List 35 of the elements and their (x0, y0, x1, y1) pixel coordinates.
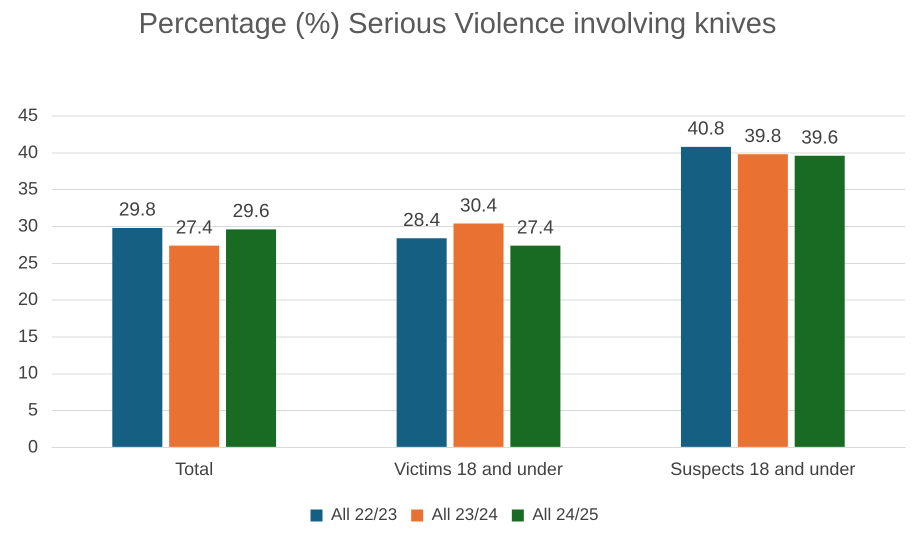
data-label: 29.8 (118, 200, 156, 221)
y-tick-label: 45 (18, 104, 38, 125)
x-tick-label: Victims 18 and under (394, 459, 563, 480)
y-tick-label: 30 (18, 215, 38, 236)
x-tick-label: Total (175, 459, 214, 480)
data-label: 30.4 (460, 195, 498, 216)
data-label: 28.4 (403, 210, 441, 231)
bar (169, 246, 220, 447)
data-label: 29.6 (232, 201, 270, 222)
bar (794, 156, 845, 447)
y-tick-label: 5 (28, 400, 38, 420)
data-label: 40.8 (687, 118, 724, 140)
data-label: 27.4 (516, 217, 554, 238)
legend-label: All 22/23 (331, 505, 398, 524)
bar (226, 229, 276, 447)
chart-title: Percentage (%) Serious Violence involving knives (138, 7, 778, 42)
y-tick-label: 35 (18, 178, 38, 199)
y-tick-label: 40 (18, 142, 38, 162)
y-tick-label: 15 (18, 326, 38, 346)
y-tick-label: 0 (28, 436, 38, 456)
x-tick-label: Suspects 18 and under (670, 459, 856, 480)
data-label: 39.8 (744, 126, 782, 148)
y-tick-label: 25 (18, 252, 38, 272)
bar (112, 228, 162, 447)
bar (680, 146, 731, 447)
data-label: 27.4 (176, 217, 214, 238)
bar (396, 238, 447, 447)
bar (738, 154, 788, 447)
bar (510, 246, 560, 447)
y-tick-label: 20 (18, 289, 38, 310)
data-label: 39.6 (801, 128, 838, 148)
y-tick-label: 10 (18, 362, 38, 383)
bar (453, 224, 504, 447)
legend-label: All 23/24 (432, 505, 498, 524)
legend-label: All 24/25 (532, 505, 598, 524)
